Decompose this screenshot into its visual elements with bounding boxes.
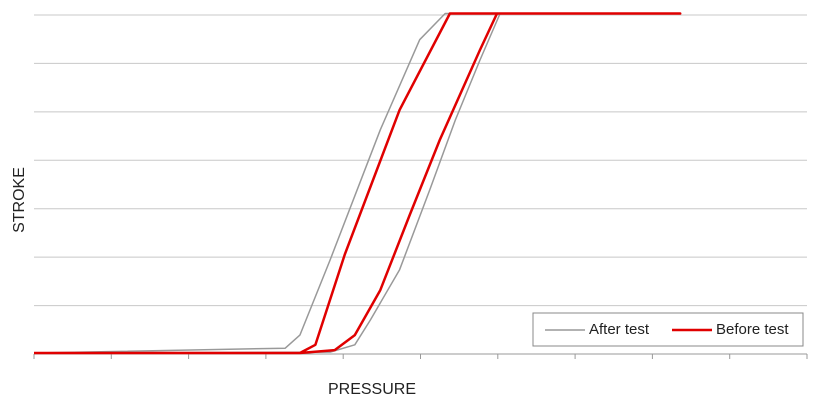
legend-label: After test	[589, 321, 650, 338]
legend-label: Before test	[716, 321, 789, 338]
legend: After test Before test	[532, 312, 804, 347]
y-axis-label: STROKE	[11, 167, 28, 233]
series-line	[34, 12, 682, 355]
x-axis-label: PRESSURE	[328, 381, 416, 398]
series-line	[33, 12, 501, 354]
